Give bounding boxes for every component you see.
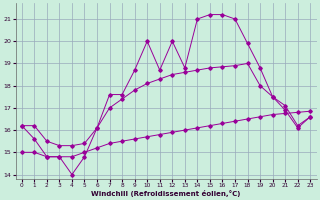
X-axis label: Windchill (Refroidissement éolien,°C): Windchill (Refroidissement éolien,°C)	[91, 190, 241, 197]
